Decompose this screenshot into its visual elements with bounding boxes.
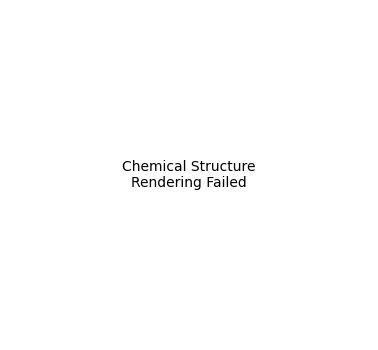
Text: Chemical Structure
Rendering Failed: Chemical Structure Rendering Failed bbox=[122, 160, 256, 190]
